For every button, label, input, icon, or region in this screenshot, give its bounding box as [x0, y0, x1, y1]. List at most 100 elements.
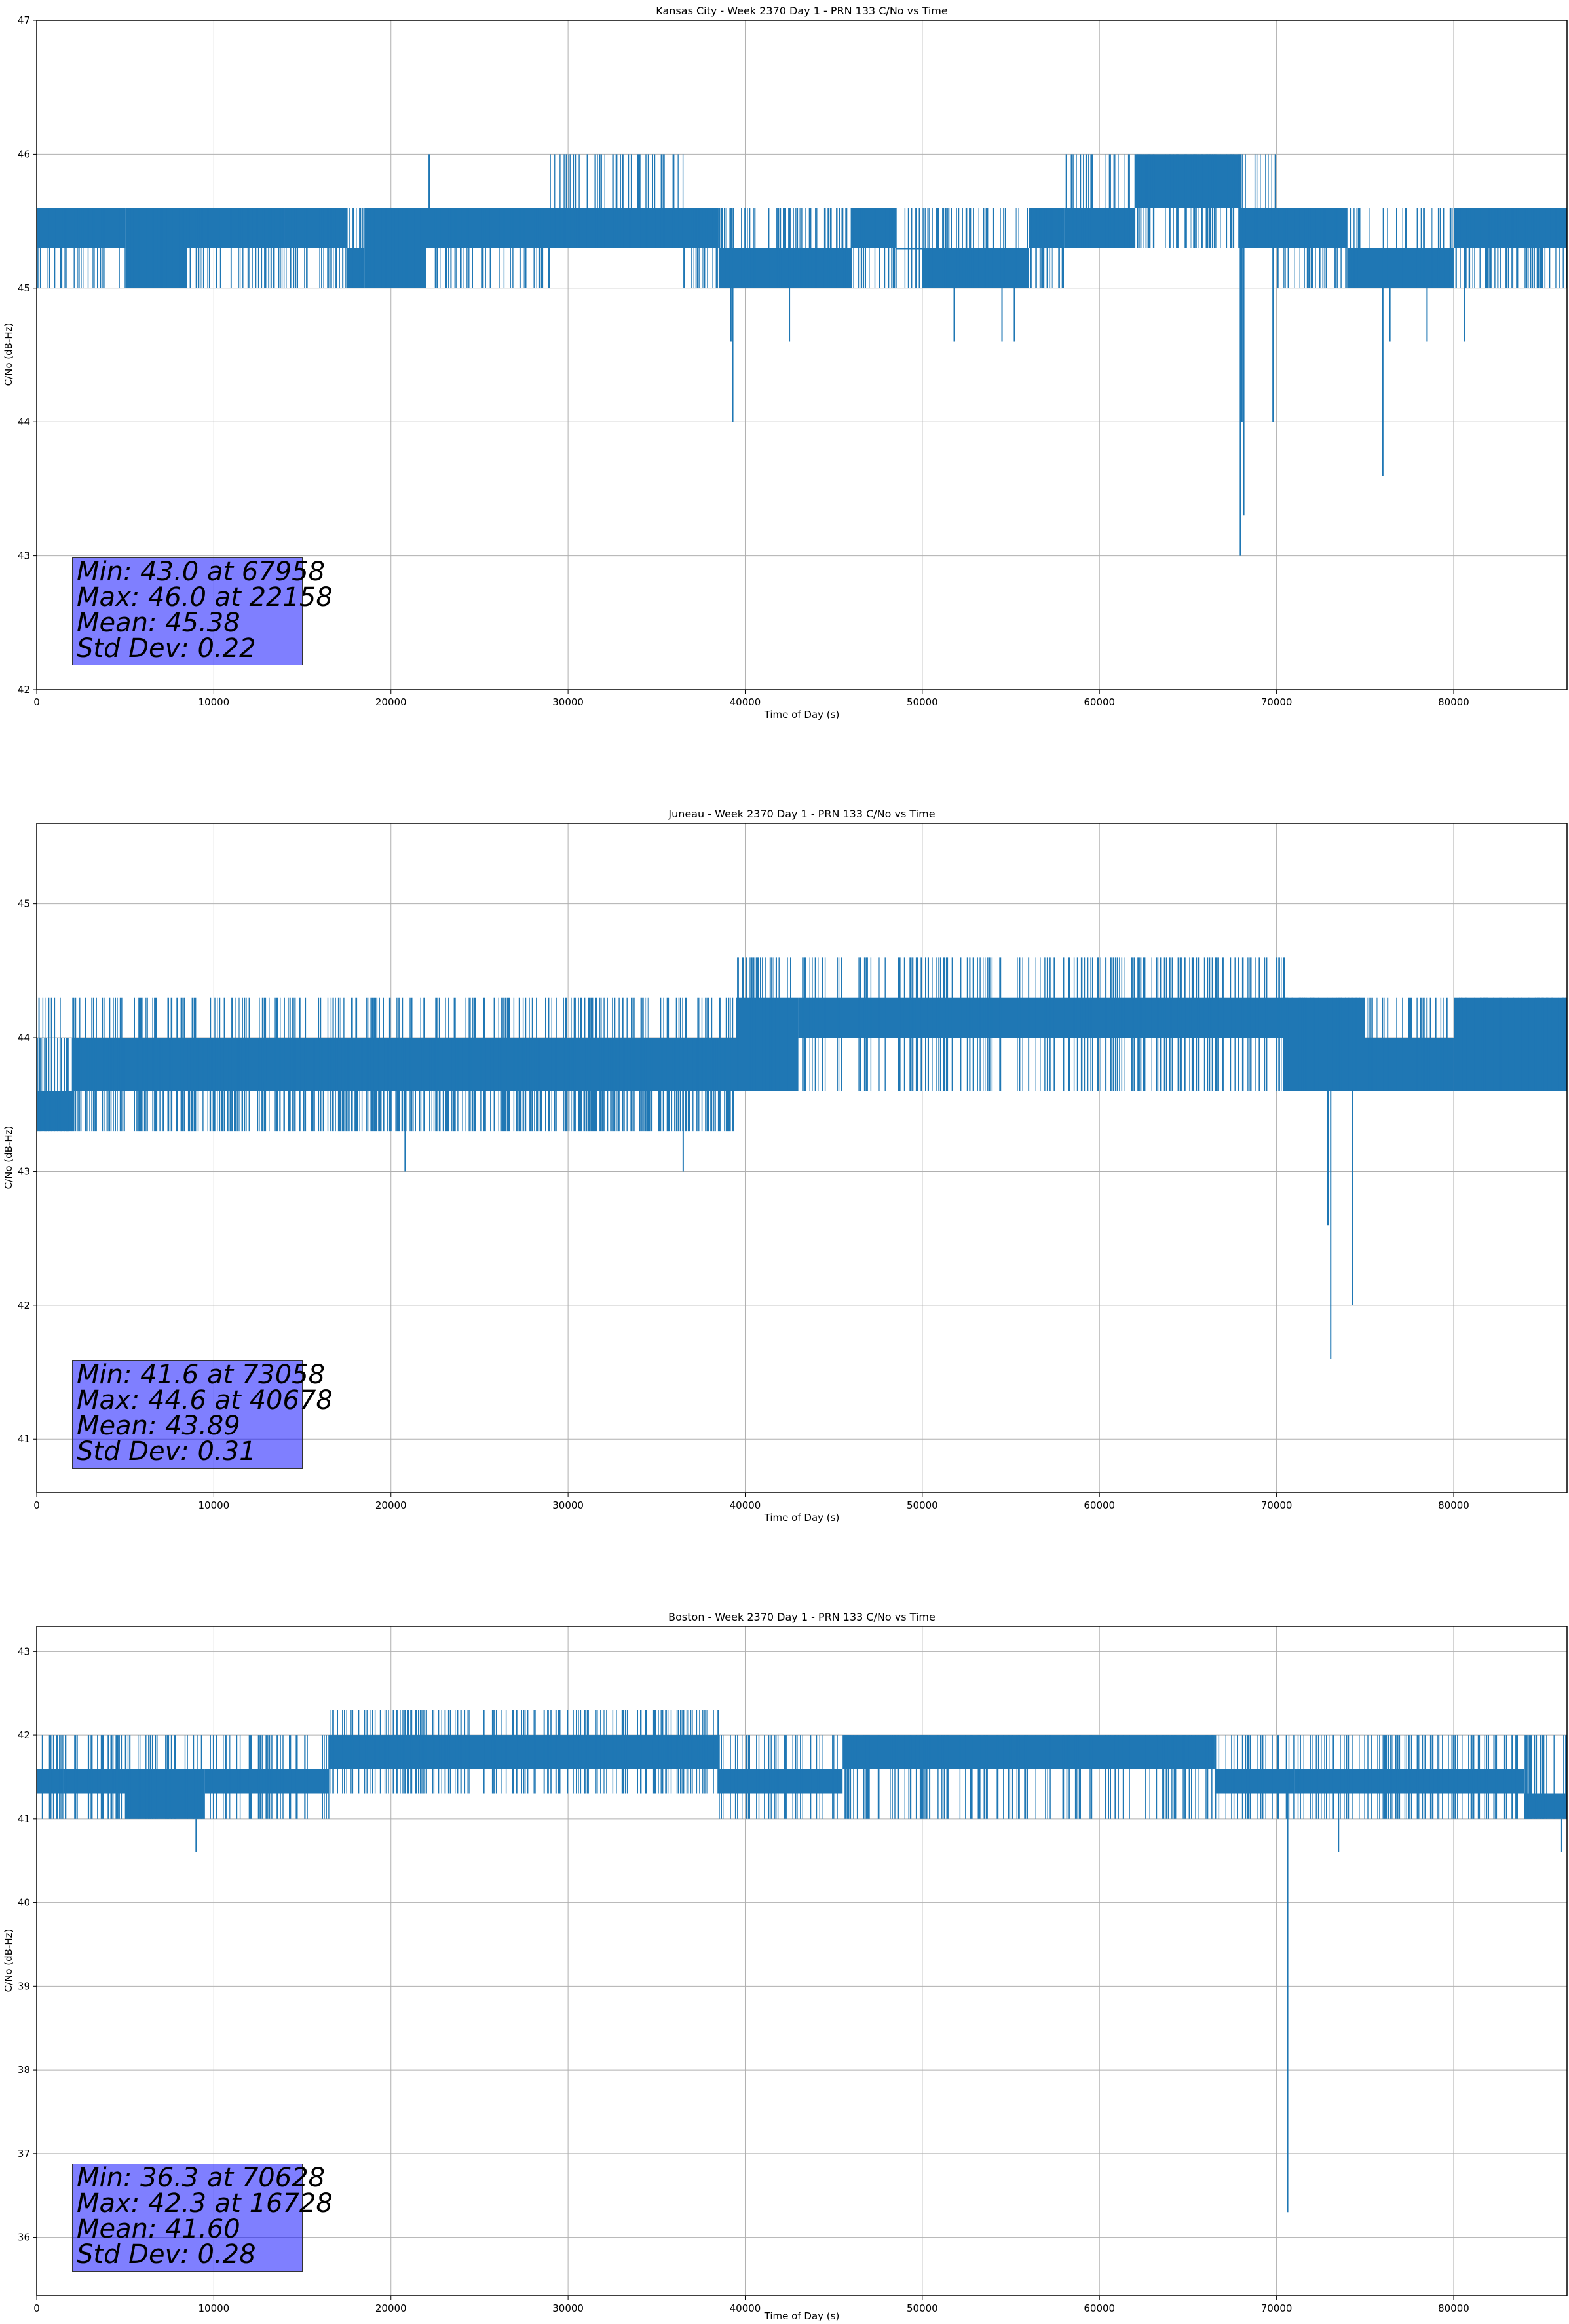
x-tick-label: 60000: [1084, 2302, 1115, 2314]
y-tick-label: 44: [18, 1032, 30, 1043]
x-axis-label: Time of Day (s): [764, 2310, 840, 2322]
stats-box: Min: 41.6 at 73058 Max: 44.6 at 40678 Me…: [72, 1360, 333, 1469]
stats-std: Std Dev: 0.22: [77, 633, 256, 664]
stats-max: Max: 46.0 at 22158: [77, 582, 333, 612]
stats-std: Std Dev: 0.28: [77, 2240, 256, 2270]
x-axis-label: Time of Day (s): [764, 1512, 840, 1524]
series-line: [37, 154, 1567, 556]
x-tick-label: 10000: [198, 2302, 230, 2314]
y-tick-label: 42: [18, 1300, 30, 1311]
y-tick-label: 43: [18, 1165, 30, 1177]
chart-svg: Boston - Week 2370 Day 1 - PRN 133 C/No …: [3, 1611, 1568, 2322]
data-band: [718, 1769, 843, 1794]
y-tick-label: 46: [18, 148, 30, 160]
x-tick-label: 70000: [1261, 2302, 1293, 2314]
x-axis-label: Time of Day (s): [764, 709, 840, 721]
y-tick-label: 41: [18, 1813, 30, 1825]
stats-min: Min: 36.3 at 70628: [77, 2163, 326, 2193]
data-band: [1135, 154, 1241, 208]
x-tick-label: 40000: [730, 2302, 761, 2314]
chart-panel-juneau: Juneau - Week 2370 Day 1 - PRN 133 C/No …: [0, 803, 1569, 1576]
data-band: [125, 1769, 205, 1819]
x-tick-label: 40000: [730, 1499, 761, 1511]
data-flicker: [37, 154, 1567, 288]
data-flicker: [41, 1710, 1567, 1819]
x-tick-label: 80000: [1438, 1499, 1469, 1511]
stats-box: Min: 36.3 at 70628 Max: 42.3 at 16728 Me…: [72, 2163, 333, 2272]
y-axis-label: C/No (dB-Hz): [3, 323, 14, 386]
data-band: [426, 208, 551, 248]
x-tick-label: 20000: [375, 2302, 407, 2314]
x-tick-label: 50000: [907, 696, 938, 708]
x-tick-label: 40000: [730, 696, 761, 708]
y-axis-label: C/No (dB-Hz): [3, 1929, 14, 1993]
chart-title: Juneau - Week 2370 Day 1 - PRN 133 C/No …: [668, 808, 935, 820]
y-tick-label: 39: [18, 1980, 30, 1992]
stats-min: Min: 41.6 at 73058: [77, 1360, 326, 1390]
data-band: [683, 208, 719, 248]
x-tick-label: 70000: [1261, 696, 1293, 708]
x-tick-label: 0: [33, 2302, 40, 2314]
x-tick-label: 60000: [1084, 1499, 1115, 1511]
data-band: [922, 248, 1029, 288]
y-tick-label: 37: [18, 2148, 30, 2160]
data-band: [736, 997, 799, 1091]
stats-mean: Mean: 41.60: [77, 2214, 240, 2244]
x-tick-label: 50000: [907, 1499, 938, 1511]
stats-min: Min: 43.0 at 67958: [77, 557, 326, 587]
x-tick-label: 80000: [1438, 2302, 1469, 2314]
y-tick-label: 47: [18, 14, 30, 26]
x-tick-label: 30000: [552, 696, 584, 708]
y-axis-label: C/No (dB-Hz): [3, 1126, 14, 1190]
x-tick-label: 60000: [1084, 696, 1115, 708]
y-tick-label: 38: [18, 2064, 30, 2076]
x-tick-label: 30000: [552, 2302, 584, 2314]
data-band: [1214, 1769, 1295, 1794]
stats-max: Max: 42.3 at 16728: [77, 2188, 333, 2219]
stats-box: Min: 43.0 at 67958 Max: 46.0 at 22158 Me…: [72, 557, 333, 665]
chart-panel-boston: Boston - Week 2370 Day 1 - PRN 133 C/No …: [0, 1606, 1569, 2324]
data-band: [1347, 248, 1454, 288]
x-tick-label: 20000: [375, 696, 407, 708]
y-tick-label: 43: [18, 1645, 30, 1657]
y-tick-label: 45: [18, 898, 30, 910]
plot-frame: [36, 1626, 1568, 2296]
x-tick-label: 10000: [198, 1499, 230, 1511]
y-tick-label: 40: [18, 1897, 30, 1909]
data-band: [896, 248, 922, 250]
data-flicker: [37, 957, 1566, 1132]
data-band: [125, 208, 187, 288]
y-tick-label: 42: [18, 1729, 30, 1741]
x-tick-label: 80000: [1438, 696, 1469, 708]
chart-title: Boston - Week 2370 Day 1 - PRN 133 C/No …: [668, 1611, 936, 1623]
x-tick-label: 0: [33, 1499, 40, 1511]
data-band: [1453, 997, 1567, 1091]
y-tick-label: 45: [18, 282, 30, 294]
stats-mean: Mean: 43.89: [77, 1411, 240, 1441]
x-tick-label: 20000: [375, 1499, 407, 1511]
chart-title: Kansas City - Week 2370 Day 1 - PRN 133 …: [656, 5, 947, 17]
chart-svg: Kansas City - Week 2370 Day 1 - PRN 133 …: [3, 5, 1568, 721]
plot-frame: [36, 20, 1568, 690]
x-tick-label: 0: [33, 696, 40, 708]
stats-max: Max: 44.6 at 40678: [77, 1385, 333, 1415]
data-band: [1029, 208, 1065, 248]
x-tick-label: 10000: [198, 696, 230, 708]
stats-std: Std Dev: 0.31: [77, 1436, 256, 1467]
y-tick-label: 43: [18, 550, 30, 562]
y-tick-label: 41: [18, 1433, 30, 1445]
y-tick-label: 44: [18, 416, 30, 428]
series-line: [37, 1710, 1567, 2213]
stats-mean: Mean: 45.38: [77, 608, 240, 638]
series-line: [37, 957, 1567, 1359]
data-band: [1064, 208, 1135, 248]
y-tick-label: 36: [18, 2232, 30, 2243]
data-band: [63, 1769, 126, 1794]
x-tick-label: 30000: [552, 1499, 584, 1511]
chart-panel-kansas-city: Kansas City - Week 2370 Day 1 - PRN 133 …: [0, 0, 1569, 773]
data-band: [37, 1769, 64, 1794]
chart-svg: Juneau - Week 2370 Day 1 - PRN 133 C/No …: [3, 808, 1568, 1524]
y-tick-label: 42: [18, 684, 30, 696]
plot-frame: [36, 823, 1568, 1493]
x-tick-label: 70000: [1261, 1499, 1293, 1511]
